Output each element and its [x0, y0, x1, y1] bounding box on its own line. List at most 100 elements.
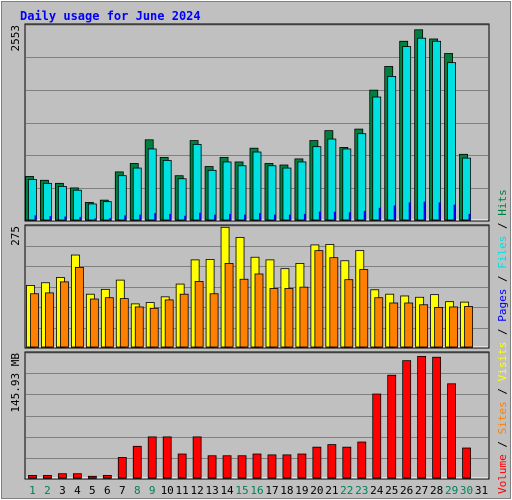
sites-bar [194, 281, 204, 348]
volume-bar [342, 446, 352, 479]
pages-bar [423, 201, 426, 220]
volume-bar [297, 453, 307, 479]
x-tick-label: 15 [235, 484, 248, 497]
x-tick-label: 20 [310, 484, 323, 497]
files-bar [297, 161, 307, 221]
x-tick-label: 5 [89, 484, 96, 497]
sites-bar [104, 297, 114, 348]
files-bar [28, 179, 37, 221]
files-bar [432, 40, 442, 221]
pages-bar [169, 213, 172, 220]
volume-bar [192, 436, 202, 479]
x-tick-label: 31 [475, 484, 488, 497]
x-tick-label: 21 [325, 484, 338, 497]
sites-bar [209, 293, 219, 348]
sites-bar [149, 307, 159, 348]
files-bar [357, 133, 367, 221]
files-bar [312, 146, 322, 221]
files-bar [417, 37, 427, 221]
x-tick-label: 7 [119, 484, 126, 497]
volume-bar [462, 447, 471, 479]
pages-bar [199, 212, 202, 220]
chart-title: Daily usage for June 2024 [20, 9, 201, 23]
pages-bar [79, 216, 82, 220]
pages-bar [318, 211, 321, 220]
legend-separator: / [496, 434, 509, 454]
sites-bar [359, 269, 369, 348]
pages-bar [154, 213, 157, 220]
files-bar [237, 165, 247, 221]
sites-bar [464, 306, 473, 348]
x-tick-label: 19 [295, 484, 308, 497]
pages-bar [34, 215, 37, 220]
pages-bar [94, 218, 97, 220]
volume-bar [387, 374, 397, 479]
files-bar [192, 143, 202, 221]
pages-bar [378, 207, 381, 220]
files-bar [282, 167, 292, 221]
sites-bar [239, 278, 249, 348]
sites-bar [45, 292, 54, 348]
volume-bar [282, 454, 292, 479]
x-tick-label: 18 [280, 484, 293, 497]
pages-bar [288, 214, 291, 220]
volume-bar [312, 446, 322, 479]
files-bar [147, 148, 157, 221]
pages-bar [468, 213, 471, 220]
x-tick-label: 14 [220, 484, 234, 497]
x-tick-label: 17 [265, 484, 278, 497]
volume-bar [207, 455, 217, 479]
volume-ymax-label: 145.93 MB [9, 353, 22, 413]
hits-ymax-label: 2553 [9, 25, 22, 52]
volume-bar [432, 356, 442, 479]
visits-ymax-label: 275 [9, 226, 22, 246]
x-tick-label: 25 [385, 484, 398, 497]
volume-bar [28, 475, 37, 479]
legend-item-sites: Sites [496, 401, 509, 434]
x-tick-label: 2 [44, 484, 51, 497]
x-tick-label: 28 [430, 484, 443, 497]
visits-sites-panel [24, 224, 490, 349]
files-bar [43, 182, 52, 221]
files-bar [87, 203, 97, 221]
x-tick-label: 6 [104, 484, 111, 497]
legend-item-visits: Visits [496, 342, 509, 382]
sites-bar [284, 288, 294, 348]
files-bar [207, 169, 217, 221]
files-bar [132, 167, 142, 221]
sites-bar [134, 306, 144, 348]
x-tick-label: 24 [370, 484, 384, 497]
sites-bar [89, 298, 99, 348]
pages-bar [244, 214, 247, 220]
sites-bar [224, 262, 234, 348]
files-bar [102, 201, 112, 221]
x-tick-label: 8 [134, 484, 141, 497]
volume-bar [72, 473, 82, 479]
volume-bar [252, 453, 262, 479]
x-tick-label: 13 [205, 484, 218, 497]
volume-bar [43, 475, 52, 479]
pages-bar [109, 218, 112, 220]
x-tick-label: 12 [191, 484, 204, 497]
files-bar [387, 76, 397, 221]
volume-bar [417, 355, 427, 479]
volume-bar [102, 475, 112, 479]
files-bar [252, 151, 262, 221]
files-bar [462, 157, 471, 221]
volume-bar [222, 455, 232, 479]
x-tick-label: 27 [415, 484, 428, 497]
sites-bar [449, 306, 458, 348]
files-bar [58, 185, 67, 221]
volume-bar [87, 475, 97, 479]
sites-bar [74, 266, 84, 348]
volume-bar [402, 360, 412, 479]
pages-bar [408, 202, 411, 220]
pages-bar [64, 216, 67, 220]
sites-bar [314, 250, 324, 348]
x-tick-label: 26 [400, 484, 413, 497]
files-bar [327, 138, 337, 221]
volume-bar [132, 445, 142, 479]
pages-bar [453, 204, 456, 220]
